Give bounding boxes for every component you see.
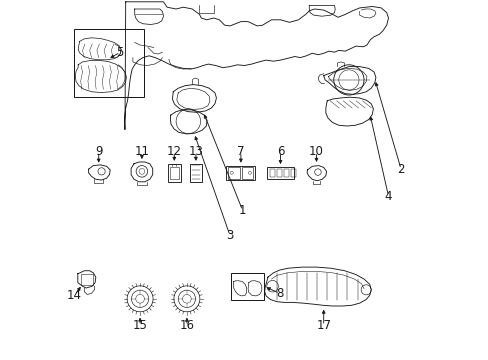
Bar [81,274,93,285]
Text: 13: 13 [188,145,203,158]
Bar [226,166,255,180]
Text: 16: 16 [179,319,194,332]
Bar [270,169,275,177]
Text: 7: 7 [237,145,244,158]
Text: 4: 4 [384,190,391,203]
Bar [73,29,143,97]
Bar [241,167,253,179]
Bar [290,169,295,177]
Text: 8: 8 [276,287,283,300]
Text: 11: 11 [134,145,149,158]
Text: 17: 17 [316,319,330,332]
Bar [230,273,264,300]
Text: 6: 6 [276,145,284,158]
Bar [190,164,201,182]
Bar [227,167,240,179]
Bar [266,167,294,179]
Bar [284,169,288,177]
Text: 9: 9 [95,145,102,158]
Text: 12: 12 [166,145,182,158]
Text: 15: 15 [132,319,147,332]
Text: 2: 2 [397,163,404,176]
Text: 14: 14 [67,289,82,302]
Text: 10: 10 [308,145,323,158]
Text: 1: 1 [239,204,246,217]
Bar [167,164,181,182]
Bar [277,169,282,177]
Text: 5: 5 [116,46,124,59]
Text: 3: 3 [226,229,233,242]
Bar [170,167,178,179]
